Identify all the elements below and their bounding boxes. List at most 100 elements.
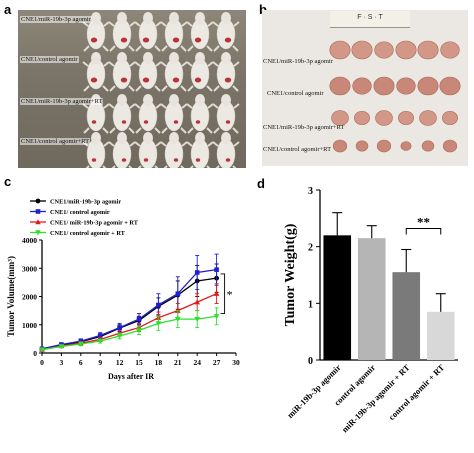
mouse-head [91,12,101,24]
mouse-head [195,12,205,24]
mouse-limb [212,61,219,67]
mouse-limb [111,165,116,168]
mouse-limb [155,141,162,147]
mouse-limb [212,21,219,27]
mouse-limb [212,103,219,109]
data-point [39,347,45,353]
bar-3 [392,272,421,360]
mouse [134,132,162,168]
mouse-head [221,52,231,64]
mouse [212,94,240,134]
panel-b-letter: b [259,2,267,17]
legend-marker [35,230,41,236]
mouse-limb [135,45,142,52]
x-tick-label: 21 [174,358,182,367]
mouse-limb [187,45,194,52]
mouse-limb [85,165,90,168]
mouse-limb [232,127,239,134]
data-point [117,325,122,330]
mouse-head [117,94,127,106]
tumor [329,76,351,96]
mouse-limb [187,127,194,134]
tumor [376,139,392,153]
ruler-text: F · S · T [357,14,383,21]
y-tick-label: 2 [308,243,313,254]
mouse-limb [212,141,219,147]
tumor [355,140,369,152]
mouse-limb [103,61,110,67]
mouse-head [169,12,179,24]
bar-1 [323,235,352,360]
mouse-limb [161,127,168,134]
tumor-spot [121,120,127,124]
x-tick-label: 27 [213,358,221,367]
mouse-limb [108,61,115,67]
mouse [82,52,110,92]
y-tick-label: 2000 [22,293,37,302]
mouse-limb [213,127,220,134]
tumor [419,110,437,126]
mouse-limb [129,103,136,109]
tumor [442,110,458,126]
mouse [212,12,240,52]
y-tick-label: 3 [308,186,313,197]
legend-label: CNE1/miR-19b-3p agomir [50,199,121,206]
mouse-head [221,132,231,144]
mouse-limb [128,45,135,52]
mouse [160,12,188,52]
mouse-limb [206,85,213,92]
category-label: miR-19b-3p agomir + RT [340,362,412,434]
mouse-limb [129,61,136,67]
tumor [375,110,393,126]
mouse-head [117,132,127,144]
mouse-head [117,52,127,64]
mouse [134,12,162,52]
mouse-limb [155,21,162,27]
tumor-volume-chart: 0 1000 2000 3000 4000 0 3 6 9 12 15 18 21 24 27 30 Days … [6,198,240,382]
mice-label-2: CNE1/control agomir [20,56,79,63]
mouse-limb [135,127,142,134]
mouse-limb [189,165,194,168]
mouse-limb [232,45,239,52]
mouse [108,52,136,92]
mouse-limb [154,165,159,168]
mouse-limb [180,127,187,134]
tumor-spot [172,77,180,83]
mouse-head [221,94,231,106]
tumor [373,76,395,96]
mouse-head [169,52,179,64]
mouse-limb [207,141,214,147]
mouse-limb [186,141,193,147]
x-axis-label: Days after IR [108,372,154,381]
tumor [440,41,460,59]
mouse-head [195,94,205,106]
legend-label: CNE1/ control agomir [50,209,110,216]
tumor [332,139,348,153]
tumor [396,77,416,95]
mouse-limb [160,141,167,147]
mouse-limb [155,61,162,67]
tumor-spot [121,158,127,162]
tumor-spot [194,37,202,43]
tumors-photo: F · S · T CNE1/miR-19b-3p agomir CNE1/co… [262,10,468,166]
mouse-limb [180,45,187,52]
x-tick-label: 3 [60,358,64,367]
mouse-limb [154,85,161,92]
tumor-label-4: CNE1/control agomir+RT [263,146,332,153]
data-point [97,338,103,344]
mouse-limb [128,127,135,134]
tumors-illustration [329,40,461,153]
mouse-limb [108,141,115,147]
legend-marker [35,198,41,204]
significance-bracket [405,228,442,235]
panel-a-letter: a [4,2,12,17]
tumor-spot [120,77,128,83]
mouse [186,132,214,168]
series-line [41,277,217,350]
tumor-spot [173,158,179,162]
series-2 [39,253,219,352]
mouse-limb [134,103,141,109]
mouse-limb [134,61,141,67]
tumor-label-3: CNE1/miR-19b-3p agomir+RT [263,124,345,131]
mouse-limb [215,165,220,168]
